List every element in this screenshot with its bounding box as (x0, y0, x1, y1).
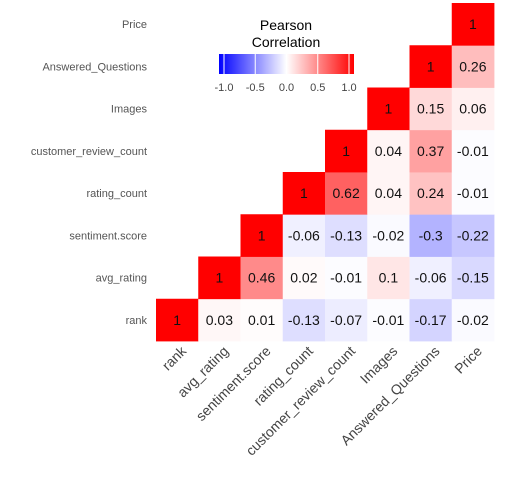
x-label-rank: rank (159, 342, 190, 373)
y-label-Price: Price (122, 19, 147, 31)
heatmap-value-Price-sentiment.score: -0.22 (457, 227, 489, 243)
heatmap-value-avg_rating-avg_rating: 1 (215, 270, 223, 286)
heatmap-cell-rank-rank (156, 298, 199, 342)
heatmap-cell-Answered_Questions-rating_count (409, 172, 453, 215)
heatmap-cell-rating_count-sentiment.score (282, 214, 326, 257)
heatmap-value-rating_count-avg_rating: 0.02 (290, 270, 317, 286)
heatmap-cell-customer_review_count-rank (325, 298, 368, 342)
heatmap-cell-Images-Images (367, 87, 410, 131)
heatmap-cell-Images-rating_count (367, 172, 410, 215)
heatmap-value-sentiment.score-avg_rating: 0.46 (248, 270, 275, 286)
heatmap-value-Answered_Questions-rank: -0.17 (415, 312, 447, 328)
heatmap-value-Price-rank: -0.02 (457, 312, 489, 328)
heatmap-value-Images-avg_rating: 0.1 (379, 270, 399, 286)
legend-tick-label: -0.5 (246, 82, 265, 94)
heatmap-cell-Images-customer_review_count (367, 129, 410, 173)
heatmap-cell-Price-rating_count (451, 172, 495, 215)
heatmap-cell-Price-Images (451, 87, 495, 131)
heatmap-value-rating_count-rating_count: 1 (300, 185, 308, 201)
heatmap-value-Images-Images: 1 (384, 101, 392, 117)
heatmap-value-customer_review_count-customer_review_count: 1 (342, 143, 350, 159)
legend-tick-label: 0.0 (279, 82, 294, 94)
legend-tick-label: -1.0 (215, 82, 234, 94)
heatmap-value-Answered_Questions-sentiment.score: -0.3 (419, 227, 443, 243)
y-label-rating_count: rating_count (86, 188, 147, 200)
heatmap-cell-Answered_Questions-Images (409, 87, 453, 131)
x-axis-labels: rankavg_ratingsentiment.scorerating_coun… (159, 342, 485, 459)
heatmap-cell-Price-Answered_Questions (451, 45, 495, 88)
heatmap-value-customer_review_count-rating_count: 0.62 (333, 185, 360, 201)
heatmap-value-Answered_Questions-rating_count: 0.24 (417, 185, 444, 201)
heatmap-value-rating_count-sentiment.score: -0.06 (288, 227, 320, 243)
heatmap-cell-avg_rating-avg_rating (198, 256, 241, 300)
heatmap-cell-Images-avg_rating (367, 256, 410, 300)
heatmap-cell-Price-Price (451, 3, 495, 46)
y-label-customer_review_count: customer_review_count (31, 146, 147, 158)
x-label-Price: Price (451, 343, 485, 377)
y-label-Answered_Questions: Answered_Questions (42, 61, 147, 73)
legend-tick-label: 1.0 (341, 82, 356, 94)
legend-title-line-1: Pearson (260, 17, 312, 33)
heatmap-cell-Answered_Questions-Answered_Questions (409, 45, 453, 88)
heatmap-cell-customer_review_count-sentiment.score (325, 214, 368, 257)
heatmap-cell-customer_review_count-customer_review_count (325, 129, 368, 173)
heatmap-cell-customer_review_count-avg_rating (325, 256, 368, 300)
legend: Pearson Correlation -1.0 -0.5 0.0 0.5 1.0 (215, 17, 357, 94)
heatmap-cell-Answered_Questions-sentiment.score (409, 214, 453, 257)
heatmap-value-rank-rank: 1 (173, 312, 181, 328)
heatmap-cell-Images-rank (367, 298, 410, 342)
y-label-sentiment.score: sentiment.score (69, 230, 147, 242)
heatmap-cell-Answered_Questions-avg_rating (409, 256, 453, 300)
heatmap-value-Images-customer_review_count: 0.04 (375, 143, 402, 159)
heatmap-value-customer_review_count-rank: -0.07 (330, 312, 362, 328)
heatmap-cell-sentiment.score-avg_rating (240, 256, 284, 300)
heatmap-cell-sentiment.score-rank (240, 298, 284, 342)
legend-ticks: -1.0 -0.5 0.0 0.5 1.0 (215, 54, 357, 94)
heatmap-value-Answered_Questions-Images: 0.15 (417, 101, 444, 117)
heatmap-cell-rating_count-avg_rating (282, 256, 326, 300)
legend-tick-label: 0.5 (310, 82, 325, 94)
legend-title-line-2: Correlation (252, 34, 320, 50)
heatmap-value-rating_count-rank: -0.13 (288, 312, 320, 328)
heatmap-value-Images-rating_count: 0.04 (375, 185, 402, 201)
heatmap-value-Images-sentiment.score: -0.02 (372, 227, 404, 243)
heatmap-cell-Price-customer_review_count (451, 129, 495, 173)
heatmap-value-Images-rank: -0.01 (372, 312, 404, 328)
heatmap-value-Price-Answered_Questions: 0.26 (459, 58, 486, 74)
heatmap-value-sentiment.score-sentiment.score: 1 (258, 227, 266, 243)
heatmap-cell-Price-sentiment.score (451, 214, 495, 257)
heatmap-cell-Images-sentiment.score (367, 214, 410, 257)
x-label-sentiment.score: sentiment.score (193, 343, 274, 424)
heatmap-value-Answered_Questions-Answered_Questions: 1 (427, 58, 435, 74)
heatmap-value-Answered_Questions-avg_rating: -0.06 (415, 270, 447, 286)
heatmap-value-sentiment.score-rank: 0.01 (248, 312, 275, 328)
heatmap-cells (156, 3, 495, 342)
heatmap-cell-sentiment.score-sentiment.score (240, 214, 284, 257)
heatmap-value-customer_review_count-sentiment.score: -0.13 (330, 227, 362, 243)
heatmap-cell-Answered_Questions-customer_review_count (409, 129, 453, 173)
heatmap-value-Price-Price: 1 (469, 16, 477, 32)
heatmap-cell-rating_count-rating_count (282, 172, 326, 215)
y-label-Images: Images (111, 104, 148, 116)
heatmap-cell-Answered_Questions-rank (409, 298, 453, 342)
heatmap-cell-avg_rating-rank (198, 298, 241, 342)
heatmap-cell-Price-avg_rating (451, 256, 495, 300)
heatmap-cell-Price-rank (451, 298, 495, 342)
heatmap-value-avg_rating-rank: 0.03 (206, 312, 233, 328)
heatmap-value-Price-customer_review_count: -0.01 (457, 143, 489, 159)
heatmap-value-labels: 1 0.03 0.01 -0.13 -0.07 -0.01 -0.17 -0.021 0.46 0… (173, 16, 489, 328)
heatmap-cell-rating_count-rank (282, 298, 326, 342)
y-label-avg_rating: avg_rating (96, 273, 147, 285)
y-label-rank: rank (126, 315, 148, 327)
heatmap-value-Price-avg_rating: -0.15 (457, 270, 489, 286)
heatmap-value-Answered_Questions-customer_review_count: 0.37 (417, 143, 444, 159)
heatmap-value-Price-Images: 0.06 (459, 101, 486, 117)
heatmap-value-customer_review_count-avg_rating: -0.01 (330, 270, 362, 286)
y-axis-labels: rank avg_rating sentiment.score rating_coun… (31, 19, 148, 327)
heatmap-cell-customer_review_count-rating_count (325, 172, 368, 215)
heatmap-value-Price-rating_count: -0.01 (457, 185, 489, 201)
